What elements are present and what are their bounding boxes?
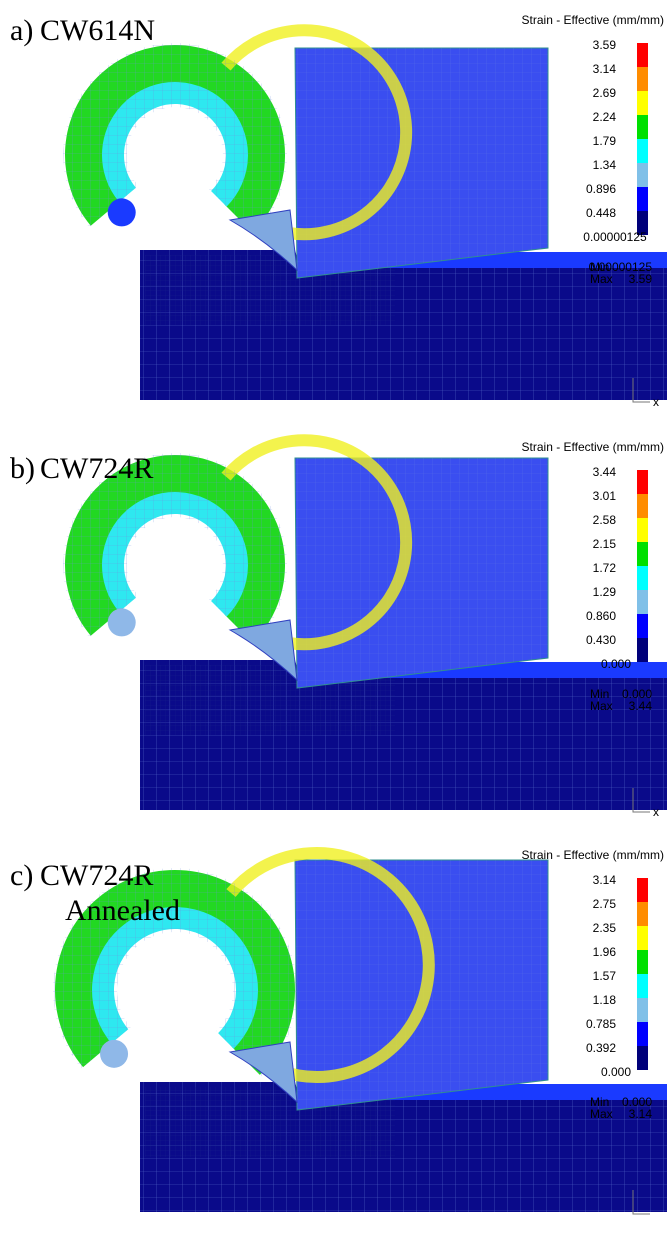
legend-band (637, 494, 648, 518)
legend-band (637, 998, 648, 1022)
legend-tick-label: 0.00000125 (583, 230, 647, 244)
legend-tick-label: 0.000 (601, 657, 631, 671)
legend-tick-label: 1.79 (593, 134, 617, 148)
material-name: CW724R (40, 452, 153, 485)
legend-tick-label: 3.14 (593, 62, 617, 76)
legend-max: 3.59 (629, 272, 653, 286)
chip-end (108, 608, 136, 636)
legend-band (637, 43, 648, 67)
panel: b)CW724R Strain - Effective (mm/mm) 3.44 3.… (10, 440, 667, 819)
legend-band (637, 139, 648, 163)
legend-max-label: Max (590, 699, 613, 713)
chip-mesh (95, 75, 255, 212)
legend-tick-label: 1.96 (593, 945, 617, 959)
panel: a)CW614N Strain - Effective (mm/mm) 3.59 3.… (10, 13, 667, 409)
tool-mesh (295, 48, 548, 278)
legend-tick-label: 1.29 (593, 585, 617, 599)
legend-tick-label: 3.59 (593, 38, 617, 52)
legend-tick-label: 2.15 (593, 537, 617, 551)
legend-band (637, 590, 648, 614)
legend-title: Strain - Effective (mm/mm) (522, 440, 664, 454)
legend-tick-label: 0.448 (586, 206, 616, 220)
legend-tick-label: 0.860 (586, 609, 616, 623)
legend-tick-label: 1.34 (593, 158, 617, 172)
legend-band (637, 1046, 648, 1070)
panel-label: a) (10, 14, 33, 47)
legend-band (637, 163, 648, 187)
legend-tick-label: 1.18 (593, 993, 617, 1007)
legend-band (637, 902, 648, 926)
legend-tick-label: 3.14 (593, 873, 617, 887)
legend-band (637, 518, 648, 542)
material-name: CW724R (40, 859, 153, 892)
legend-band (637, 542, 648, 566)
legend-max-label: Max (590, 272, 613, 286)
legend-tick-label: 2.69 (593, 86, 617, 100)
legend-band (637, 974, 648, 998)
panel-label: b) (10, 452, 35, 485)
legend-band (637, 67, 648, 91)
legend-band (637, 950, 648, 974)
legend-tick-label: 0.785 (586, 1017, 616, 1031)
axis-label: x (653, 395, 659, 409)
axis-label: x (653, 805, 659, 819)
legend-tick-label: 3.01 (593, 489, 617, 503)
legend-tick-label: 2.24 (593, 110, 617, 124)
legend-tick-label: 1.57 (593, 969, 617, 983)
chip-end (100, 1040, 128, 1068)
legend-band (637, 187, 648, 211)
legend-title: Strain - Effective (mm/mm) (522, 848, 664, 862)
legend-max: 3.44 (629, 699, 653, 713)
legend-tick-label: 0.896 (586, 182, 616, 196)
legend-max-label: Max (590, 1107, 613, 1121)
legend-tick-label: 0.430 (586, 633, 616, 647)
material-name: CW614N (40, 14, 155, 47)
legend-title: Strain - Effective (mm/mm) (522, 13, 664, 27)
legend-band (637, 470, 648, 494)
legend-tick-label: 3.44 (593, 465, 617, 479)
legend-tick-label: 2.58 (593, 513, 617, 527)
legend-band (637, 878, 648, 902)
legend-tick-label: 0.000 (601, 1065, 631, 1079)
legend-band (637, 91, 648, 115)
chip-mesh (95, 485, 255, 622)
legend-tick-label: 2.35 (593, 921, 617, 935)
material-name: Annealed (65, 894, 180, 927)
legend-band (637, 638, 648, 662)
tool-mesh (295, 458, 548, 688)
legend-tick-label: 2.75 (593, 897, 617, 911)
panel-label: c) (10, 859, 33, 892)
legend-tick-label: 1.72 (593, 561, 617, 575)
legend-band (637, 614, 648, 638)
chip-end (108, 198, 136, 226)
figure: a)CW614N Strain - Effective (mm/mm) 3.59 3.… (0, 0, 667, 1236)
legend-band (637, 1022, 648, 1046)
legend-max: 3.14 (629, 1107, 653, 1121)
legend-band (637, 566, 648, 590)
legend-band (637, 926, 648, 950)
legend-tick-label: 0.392 (586, 1041, 616, 1055)
legend-band (637, 115, 648, 139)
